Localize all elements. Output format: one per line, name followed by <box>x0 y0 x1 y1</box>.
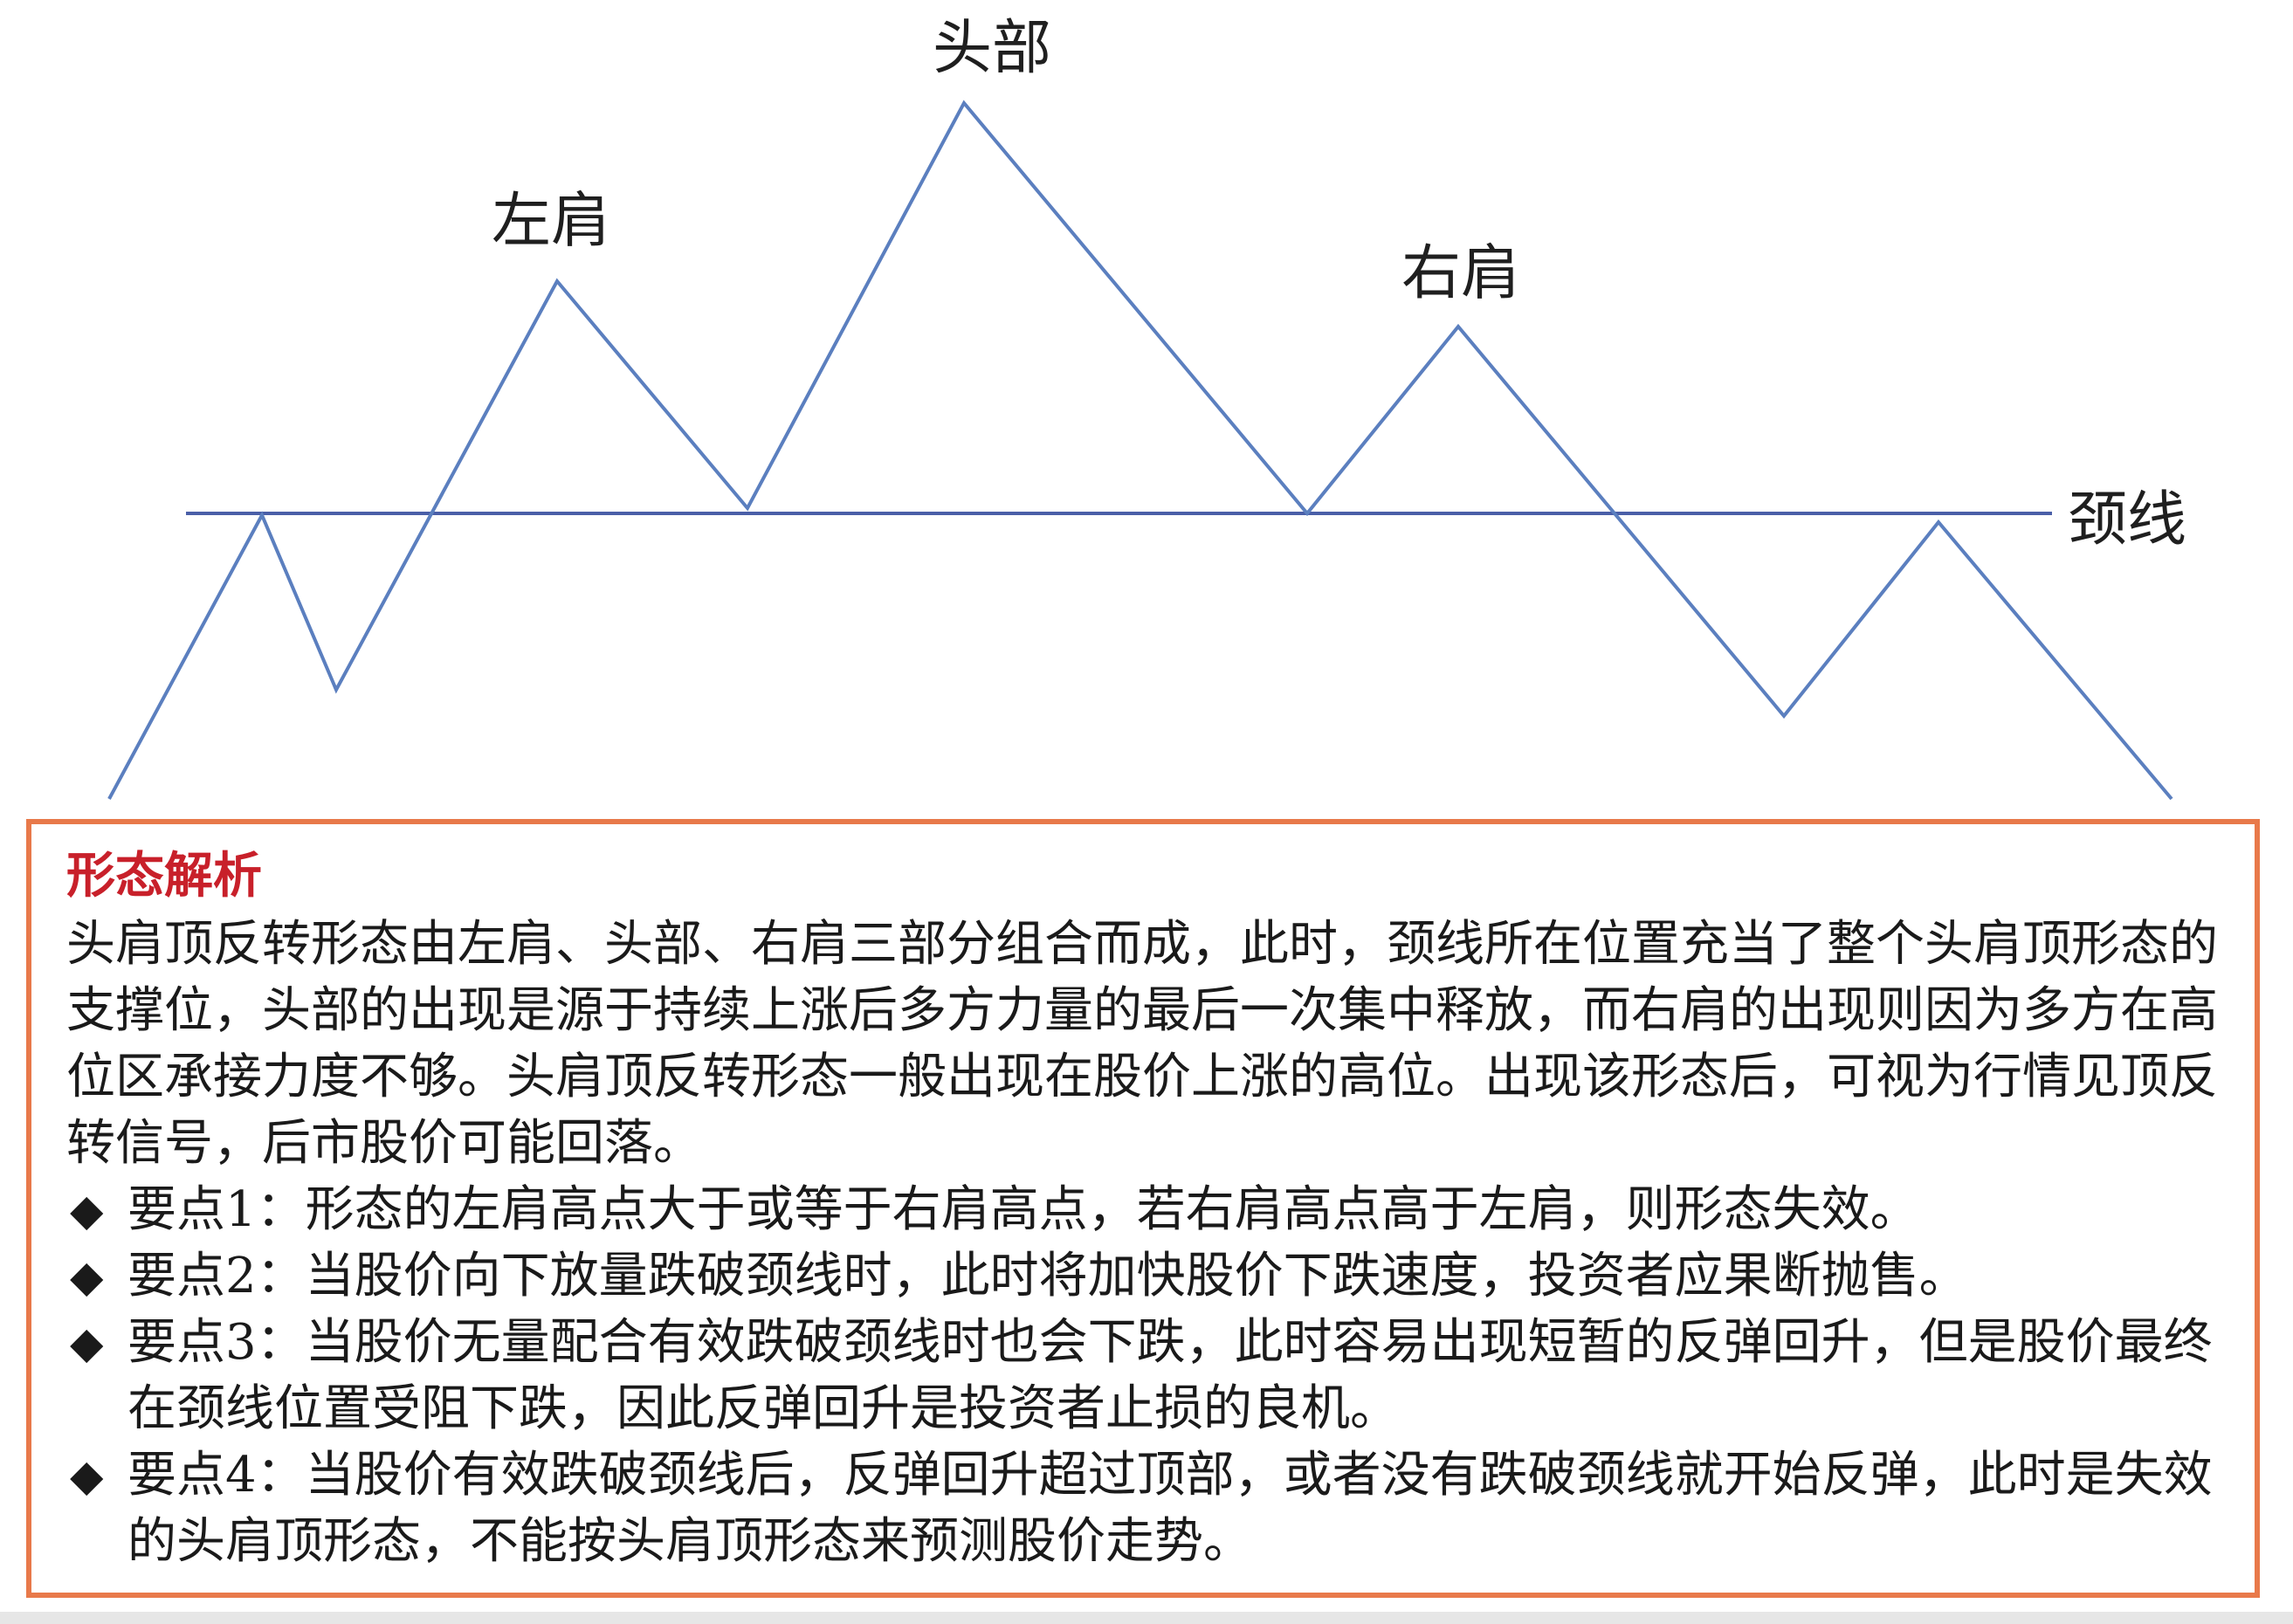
head-label: 头部 <box>933 14 1051 83</box>
analysis-body: 头肩顶反转形态由左肩、头部、右肩三部分组合而成，此时，颈线所在位置充当了整个头肩… <box>66 916 2218 1172</box>
key-point: ◆ 要点1：形态的左肩高点大于或等于右肩高点，若右肩高点高于左肩，则形态失效。 <box>66 1177 2220 1243</box>
key-point: ◆ 要点2：当股价向下放量跌破颈线时，此时将加快股价下跌速度，投资者应果断抛售。 <box>66 1243 2220 1310</box>
key-point: ◆ 要点3：当股价无量配合有效跌破颈线时也会下跌，此时容易出现短暂的反弹回升，但… <box>66 1310 2220 1442</box>
diamond-bullet-icon: ◆ <box>70 1185 104 1235</box>
head-and-shoulders-diagram: 头部 左肩 右肩 颈线 <box>107 14 2186 801</box>
key-point: ◆ 要点4：当股价有效跌破颈线后，反弹回升超过顶部，或者没有跌破颈线就开始反弹，… <box>66 1442 2220 1575</box>
page-bottom-divider <box>0 1612 2293 1624</box>
diamond-bullet-icon: ◆ <box>70 1318 104 1368</box>
price-path <box>107 100 2173 801</box>
neckline-label: 颈线 <box>2068 485 2186 554</box>
right-shoulder-label: 右肩 <box>1401 239 1520 308</box>
key-point-text: 要点1：形态的左肩高点大于或等于右肩高点，若右肩高点高于左肩，则形态失效。 <box>127 1181 1919 1238</box>
left-shoulder-label: 左肩 <box>492 187 610 256</box>
key-point-text: 要点3：当股价无量配合有效跌破颈线时也会下跌，此时容易出现短暂的反弹回升，但是股… <box>127 1314 2213 1437</box>
key-points-list: ◆ 要点1：形态的左肩高点大于或等于右肩高点，若右肩高点高于左肩，则形态失效。 … <box>66 1177 2220 1575</box>
key-point-text: 要点2：当股价向下放量跌破颈线时，此时将加快股价下跌速度，投资者应果断抛售。 <box>127 1248 1968 1304</box>
analysis-title: 形态解析 <box>66 848 262 905</box>
diamond-bullet-icon: ◆ <box>70 1251 104 1302</box>
key-point-text: 要点4：当股价有效跌破颈线后，反弹回升超过顶部，或者没有跌破颈线就开始反弹，此时… <box>127 1447 2213 1570</box>
diamond-bullet-icon: ◆ <box>70 1450 104 1501</box>
analysis-box: 形态解析 头肩顶反转形态由左肩、头部、右肩三部分组合而成，此时，颈线所在位置充当… <box>26 819 2260 1598</box>
